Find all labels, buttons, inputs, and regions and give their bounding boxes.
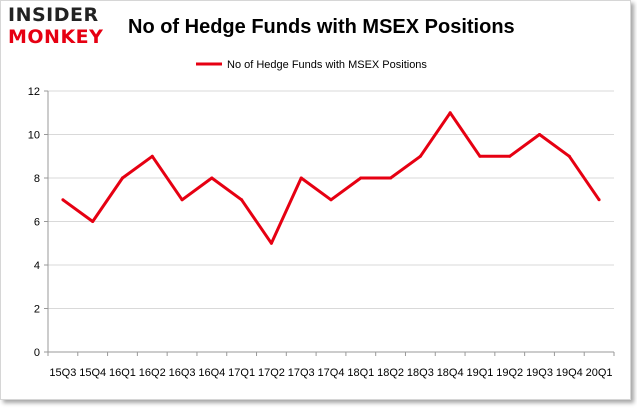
x-tick-label: 20Q1	[586, 367, 613, 379]
x-tick-label: 16Q3	[169, 367, 196, 379]
data-point	[389, 176, 393, 180]
data-point	[91, 220, 95, 223]
x-tick-label: 19Q1	[466, 367, 493, 379]
x-tick-label: 19Q2	[496, 367, 523, 379]
data-point	[150, 154, 154, 158]
logo-line-1: INSIDER	[8, 4, 99, 26]
x-tick-label: 17Q1	[228, 367, 255, 379]
series	[61, 111, 601, 245]
data-point	[240, 198, 244, 202]
y-tick-label: 12	[28, 86, 40, 98]
data-point	[269, 241, 273, 245]
x-tick-label: 17Q2	[258, 367, 285, 379]
data-point	[359, 176, 363, 180]
data-point	[448, 111, 452, 115]
y-tick-label: 4	[34, 260, 40, 272]
x-tick-label: 18Q1	[347, 367, 374, 379]
x-tick-label: 16Q2	[139, 367, 166, 379]
y-tick-label: 2	[34, 304, 40, 316]
logo-line-2: MONKEY	[8, 26, 104, 48]
x-tick-label: 17Q3	[288, 367, 315, 379]
x-tick-label: 16Q1	[109, 367, 136, 379]
x-tick-label: 16Q4	[198, 367, 225, 379]
x-tick-labels: 15Q3 15Q4 16Q1 16Q2 16Q3 16Q4 17Q1 17Q2 17Q3 17Q4…	[49, 367, 612, 379]
y-tick-label: 6	[34, 217, 40, 229]
data-point	[478, 154, 482, 158]
x-tick-label: 15Q4	[79, 367, 106, 379]
data-point	[120, 176, 124, 180]
legend-label: No of Hedge Funds with MSEX Positions	[227, 59, 427, 71]
x-tick-label: 18Q3	[407, 367, 434, 379]
data-point	[180, 198, 184, 202]
data-point	[418, 154, 422, 158]
data-point	[329, 198, 333, 202]
y-tick-label: 10	[28, 130, 40, 142]
axes	[44, 90, 615, 356]
y-tick-label: 0	[34, 347, 40, 359]
data-point	[299, 176, 303, 180]
x-tick-label: 19Q3	[526, 367, 553, 379]
chart-frame	[0, 0, 631, 400]
x-tick-label: 15Q3	[49, 367, 76, 379]
x-tick-label: 17Q4	[318, 367, 345, 379]
data-point	[567, 154, 571, 158]
data-point	[538, 133, 542, 136]
legend: No of Hedge Funds with MSEX Positions	[196, 59, 427, 71]
y-tick-labels: 0 2 4 6 8 10 12	[28, 86, 40, 359]
grid	[48, 90, 614, 309]
data-point	[210, 176, 214, 180]
x-tick-label: 19Q4	[556, 367, 583, 379]
x-tick-label: 18Q4	[437, 367, 464, 379]
y-tick-label: 8	[34, 173, 40, 185]
x-tick-label: 18Q2	[377, 367, 404, 379]
chart-title: No of Hedge Funds with MSEX Positions	[128, 16, 515, 38]
data-point	[508, 154, 512, 158]
insider-monkey-logo: INSIDER MONKEY	[8, 6, 120, 47]
data-point	[61, 198, 65, 202]
data-point	[597, 198, 601, 202]
